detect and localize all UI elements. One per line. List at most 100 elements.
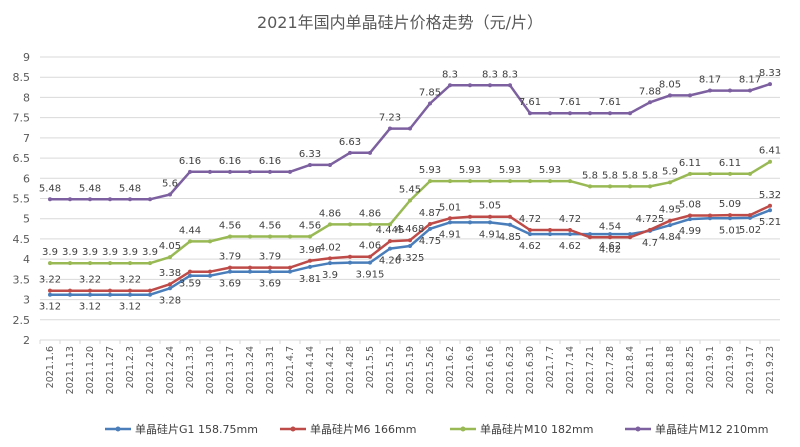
- data-label: 7.85: [419, 87, 441, 98]
- data-label: 7.88: [639, 86, 661, 97]
- chart-title: 2021年国内单晶硅片价格走势（元/片）: [257, 13, 543, 32]
- data-point: [728, 213, 732, 218]
- data-label: 5.8: [582, 170, 598, 181]
- x-tick-label: 2021.6.9: [465, 346, 476, 388]
- data-point: [748, 88, 752, 93]
- data-label: 5.21: [759, 217, 781, 228]
- data-point: [288, 234, 292, 239]
- y-tick-label: 8: [23, 91, 30, 104]
- data-label: 3.9: [142, 247, 158, 258]
- data-label: 4.468: [396, 224, 425, 235]
- data-point: [588, 111, 592, 116]
- data-point: [668, 223, 672, 228]
- data-point: [688, 213, 692, 218]
- x-tick-label: 2021.8.4: [625, 346, 636, 388]
- data-point: [488, 83, 492, 88]
- data-label: 5.8: [642, 170, 658, 181]
- data-point: [488, 220, 492, 225]
- data-label: 4.56: [259, 221, 281, 232]
- series-lines: [48, 82, 772, 297]
- x-tick-label: 2021.6.2: [445, 346, 456, 388]
- legend-label: 单晶硅片G1 158.75mm: [135, 423, 258, 436]
- data-point: [388, 222, 392, 227]
- x-tick-label: 2021.3.24: [245, 346, 256, 394]
- data-label: 5.9: [662, 166, 678, 177]
- data-label: 3.81: [299, 274, 321, 285]
- data-label: 8.05: [659, 79, 681, 90]
- data-point: [608, 232, 612, 237]
- data-point: [48, 261, 52, 266]
- data-point: [568, 228, 572, 233]
- x-tick-label: 2021.6.23: [505, 346, 516, 394]
- data-label: 4.85: [499, 232, 521, 243]
- data-point: [128, 288, 132, 293]
- y-tick-label: 4: [23, 253, 30, 266]
- data-point: [708, 213, 712, 218]
- y-tick-label: 6: [23, 172, 30, 185]
- data-point: [628, 184, 632, 189]
- data-point: [48, 288, 52, 293]
- x-tick-label: 2021.3.17: [225, 346, 236, 394]
- x-tick-label: 2021.2.3: [125, 346, 136, 388]
- x-tick-label: 2021.1.13: [65, 346, 76, 394]
- x-tick-label: 2021.8.11: [645, 346, 656, 394]
- data-point: [308, 162, 312, 167]
- x-tick-label: 2021.2.24: [165, 346, 176, 394]
- legend-marker: [635, 426, 641, 432]
- data-point: [628, 111, 632, 116]
- data-point: [248, 169, 252, 174]
- data-label: 6.16: [179, 156, 201, 167]
- legend-label: 单晶硅片M6 166mm: [310, 423, 416, 436]
- data-point: [188, 169, 192, 174]
- data-label: 4.62: [519, 241, 541, 252]
- data-point: [168, 192, 172, 197]
- data-labels: 3.12 3.12 3.123.283.69 3.69 3.81 3.9 3.9154.26…: [39, 68, 781, 313]
- data-point: [108, 292, 112, 297]
- data-point: [568, 111, 572, 116]
- data-point: [148, 261, 152, 266]
- data-label: 4.91: [439, 229, 461, 240]
- data-label: 4.56: [299, 221, 321, 232]
- data-point: [548, 179, 552, 184]
- x-tick-label: 2021.4.21: [325, 346, 336, 394]
- data-point: [68, 197, 72, 202]
- data-point: [388, 246, 392, 251]
- data-point: [308, 264, 312, 269]
- data-label: 7.23: [379, 113, 401, 124]
- data-label: 3.9: [322, 270, 338, 281]
- data-point: [88, 197, 92, 202]
- y-tick-label: 7: [23, 132, 30, 145]
- data-point: [268, 169, 272, 174]
- data-label: 5.08: [679, 199, 701, 210]
- data-point: [488, 214, 492, 219]
- x-tick-label: 2021.5.5: [365, 346, 376, 388]
- x-tick-label: 2021.5.12: [385, 346, 396, 394]
- data-label: 5.32: [759, 190, 781, 201]
- data-point: [488, 179, 492, 184]
- data-point: [528, 232, 532, 237]
- data-point: [528, 228, 532, 233]
- data-point: [448, 83, 452, 88]
- data-point: [148, 197, 152, 202]
- data-point: [548, 111, 552, 116]
- data-point: [228, 265, 232, 270]
- data-point: [408, 244, 412, 249]
- data-label: 5.8: [602, 170, 618, 181]
- data-label: 3.12: [119, 302, 141, 313]
- data-point: [288, 169, 292, 174]
- data-label: 4.84: [659, 232, 681, 243]
- x-tick-label: 2021.4.7: [285, 346, 296, 388]
- data-label: 3.9: [42, 247, 58, 258]
- data-label: 3.22: [119, 275, 141, 286]
- legend-label: 单晶硅片M10 182mm: [480, 423, 593, 436]
- data-point: [188, 273, 192, 278]
- data-label: 5.01: [439, 202, 461, 213]
- data-label: 3.79: [259, 252, 281, 263]
- data-label: 5.8: [622, 170, 638, 181]
- data-point: [708, 88, 712, 93]
- data-point: [128, 197, 132, 202]
- data-point: [68, 261, 72, 266]
- data-point: [348, 260, 352, 265]
- data-point: [748, 215, 752, 220]
- data-point: [108, 288, 112, 293]
